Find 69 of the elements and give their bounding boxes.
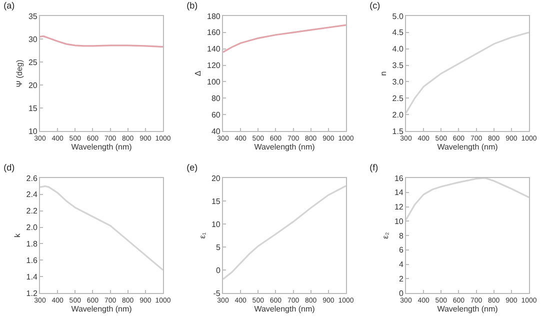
y-tick-label: 20 — [28, 80, 38, 90]
y-tick-label: 100 — [207, 78, 221, 87]
y-tick-label: 0 — [398, 288, 404, 298]
y-tick-label: 3.5 — [392, 61, 404, 70]
y-tick-label: 30 — [28, 34, 38, 44]
y-tick-label: 4.5 — [392, 28, 404, 38]
y-tick-label: 40 — [211, 126, 221, 136]
y-tick-label: 2.0 — [392, 110, 404, 120]
y-tick-label: 10 — [28, 126, 38, 136]
x-axis-title: Wavelength (nm) — [71, 304, 132, 314]
y-tick-label: 140 — [207, 44, 221, 54]
y-tick-label: 10 — [211, 220, 221, 229]
line-series — [223, 24, 346, 53]
y-tick-label: 16 — [394, 174, 404, 183]
y-tick-label: 2.5 — [392, 94, 404, 103]
y-axis-title: k — [12, 232, 22, 238]
line-series — [406, 32, 529, 114]
y-tick-label: 35 — [28, 12, 38, 21]
y-tick-label: 4 — [398, 260, 404, 270]
y-axis-title: n — [378, 71, 388, 76]
y-tick-label: 180 — [207, 12, 221, 21]
chart-title: (a) — [4, 0, 15, 11]
y-axis-title: ε₂ — [381, 232, 390, 239]
x-axis-title: Wavelength (nm) — [254, 142, 316, 152]
y-tick-label: 1.2 — [26, 288, 38, 298]
y-tick-label: 5.0 — [392, 12, 404, 21]
y-tick-label: -5 — [213, 288, 221, 298]
chart-title: (f) — [370, 162, 378, 173]
chart-title: (c) — [370, 0, 380, 11]
y-tick-label: 20 — [211, 174, 221, 183]
y-tick-label: 60 — [211, 110, 221, 120]
line-series — [40, 35, 163, 48]
chart-title: (d) — [4, 162, 15, 173]
y-axis-title: ε₁ — [198, 232, 208, 239]
chart-title: (e) — [186, 162, 198, 173]
y-tick-label: 1.5 — [392, 126, 404, 136]
y-tick-label: 2.4 — [26, 190, 38, 200]
x-axis-title: Wavelength (nm) — [437, 304, 498, 314]
y-tick-label: 8 — [398, 231, 404, 240]
y-tick-label: 15 — [211, 196, 221, 206]
x-axis-title: Wavelength (nm) — [254, 304, 316, 314]
y-tick-label: 15 — [28, 104, 38, 113]
y-tick-label: 25 — [28, 58, 38, 67]
y-tick-label: 0 — [216, 266, 221, 275]
x-axis-title: Wavelength (nm) — [437, 142, 498, 152]
y-tick-label: 10 — [394, 216, 404, 226]
line-series — [223, 185, 346, 280]
y-tick-label: 3.0 — [392, 78, 404, 87]
y-tick-label: 6 — [398, 246, 404, 255]
y-tick-label: 2.2 — [26, 206, 38, 216]
y-tick-label: 1.6 — [26, 256, 38, 265]
chart-title: (b) — [186, 0, 198, 11]
y-tick-label: 2.0 — [26, 223, 38, 232]
y-tick-label: 80 — [211, 94, 221, 103]
y-tick-label: 14 — [394, 188, 404, 198]
y-tick-label: 1.4 — [26, 272, 38, 282]
y-tick-label: 120 — [207, 61, 221, 70]
y-tick-label: 12 — [394, 202, 404, 212]
y-tick-label: 2 — [398, 274, 404, 284]
line-series — [40, 185, 163, 271]
x-axis-title: Wavelength (nm) — [71, 142, 132, 152]
y-tick-label: 5 — [216, 242, 221, 252]
y-tick-label: 4.0 — [392, 44, 404, 54]
y-tick-label: 1.8 — [26, 240, 38, 249]
y-tick-label: 160 — [207, 28, 221, 38]
y-axis-title: Ψ (deg) — [15, 59, 24, 88]
y-axis-title: Δ — [194, 70, 203, 76]
y-tick-label: 2.6 — [26, 174, 38, 183]
line-series — [406, 178, 529, 220]
